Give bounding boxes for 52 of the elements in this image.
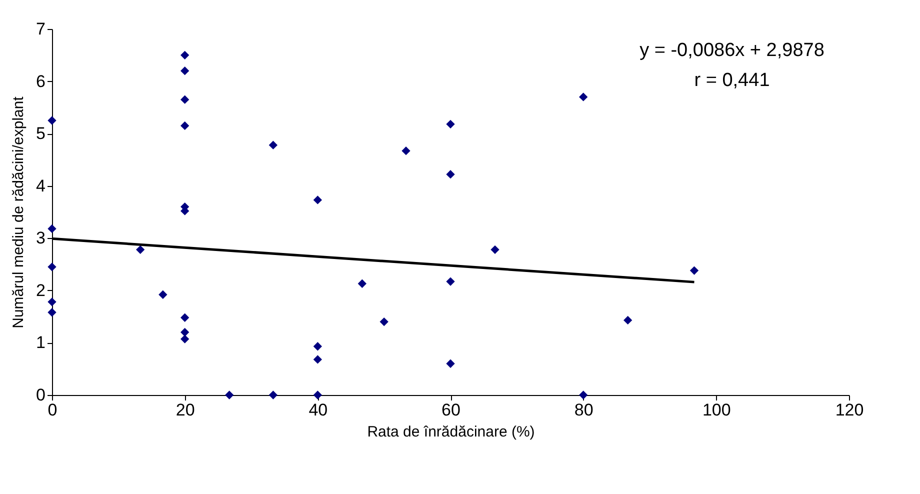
point (180, 334, 190, 344)
y-tick-label: 7 (36, 20, 46, 38)
x-tick-label: 100 (702, 400, 731, 420)
point (180, 121, 190, 130)
point (136, 245, 145, 254)
point (313, 355, 322, 364)
annotation: r = 0,441 (694, 70, 770, 91)
y-tick-label: 4 (36, 176, 46, 196)
annotation: y = -0,0086x + 2,9878 (640, 40, 824, 61)
point (690, 266, 699, 275)
point (579, 92, 588, 102)
x-axis-title: Rata de înrădăcinare (%) (367, 424, 535, 440)
y-tick-label: 6 (36, 72, 46, 91)
point (579, 390, 588, 400)
y-tick-label: 0 (36, 386, 46, 404)
point (624, 316, 632, 325)
x-tick-label: 120 (835, 400, 864, 420)
point (180, 66, 190, 76)
point (180, 328, 190, 337)
x-tick-label: 80 (574, 400, 594, 420)
point (180, 313, 190, 322)
point (402, 146, 410, 156)
point (446, 170, 455, 179)
point (48, 116, 56, 125)
y-axis-title: Numărul mediu de rădăcini/explant (10, 96, 28, 328)
point (48, 308, 56, 317)
x-tick-label: 20 (176, 400, 195, 420)
x-tick-label: 60 (442, 400, 460, 420)
point (225, 390, 234, 400)
point (268, 390, 278, 400)
y-tick-label: 2 (36, 280, 46, 300)
point (180, 95, 190, 104)
point (313, 196, 322, 204)
point (48, 298, 56, 306)
point (180, 50, 190, 60)
point (313, 342, 322, 351)
point (48, 224, 56, 234)
y-tick-label: 5 (36, 124, 46, 144)
point (48, 262, 56, 272)
point (158, 290, 168, 299)
x-tick-label: 40 (308, 400, 328, 420)
y-tick-label: 1 (36, 333, 46, 352)
point (446, 277, 455, 286)
point (358, 279, 366, 288)
point (380, 317, 388, 326)
point (446, 359, 455, 368)
x-tick-label: 0 (48, 400, 58, 420)
point (490, 245, 500, 254)
y-tick-label: 3 (36, 228, 46, 248)
point (268, 140, 278, 150)
point (313, 390, 322, 400)
point (446, 120, 455, 128)
